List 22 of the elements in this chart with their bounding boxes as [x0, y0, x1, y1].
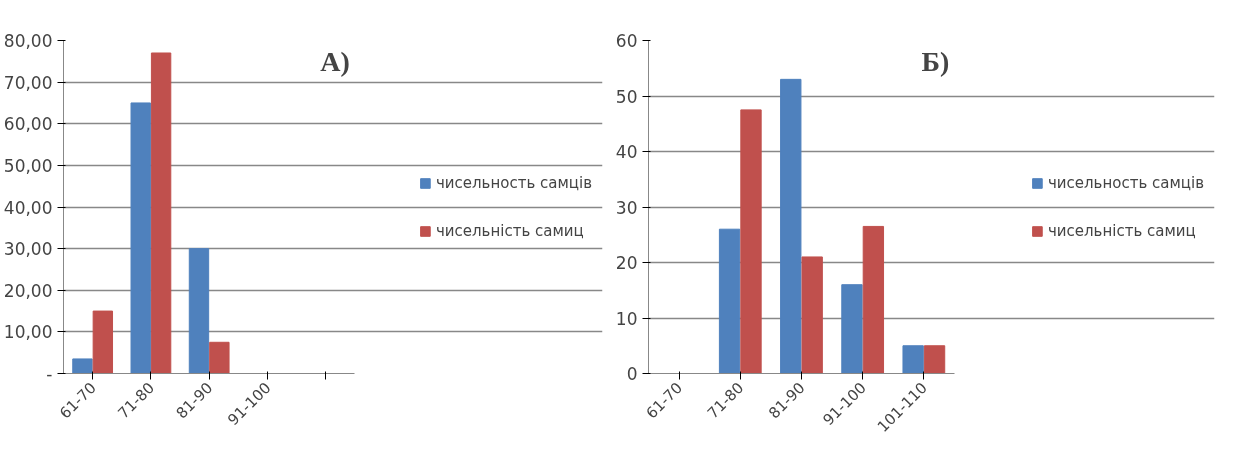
y-tick-label: 20 [615, 253, 638, 273]
y-tick-label: 60 [615, 31, 638, 51]
y-tick-label: 50,00 [3, 155, 53, 176]
y-tick-label: 30 [615, 197, 638, 218]
y-tick-label: 10 [615, 308, 638, 329]
y-tick-label: 30,00 [3, 239, 53, 260]
legend-label: чисельність самиц [1047, 221, 1196, 240]
y-tick-label: 70,00 [3, 72, 53, 93]
y-tick-label: 40,00 [3, 197, 53, 218]
y-tick-label: 40 [615, 142, 638, 162]
y-tick-label: 0 [626, 364, 638, 384]
y-tick-label: 50 [615, 86, 638, 107]
y-tick-label: 10,00 [3, 322, 53, 343]
legend-label: чисельность самців [435, 173, 592, 192]
y-tick-label: 80,00 [3, 31, 53, 51]
y-tick-label: - [46, 364, 53, 384]
annotation: А) [320, 45, 350, 77]
y-tick-label: 60,00 [3, 114, 53, 135]
legend-label: чисельность самців [1047, 173, 1204, 192]
legend-label: чисельність самиц [435, 221, 584, 240]
annotation: Б) [921, 45, 950, 77]
y-tick-label: 20,00 [3, 280, 53, 301]
